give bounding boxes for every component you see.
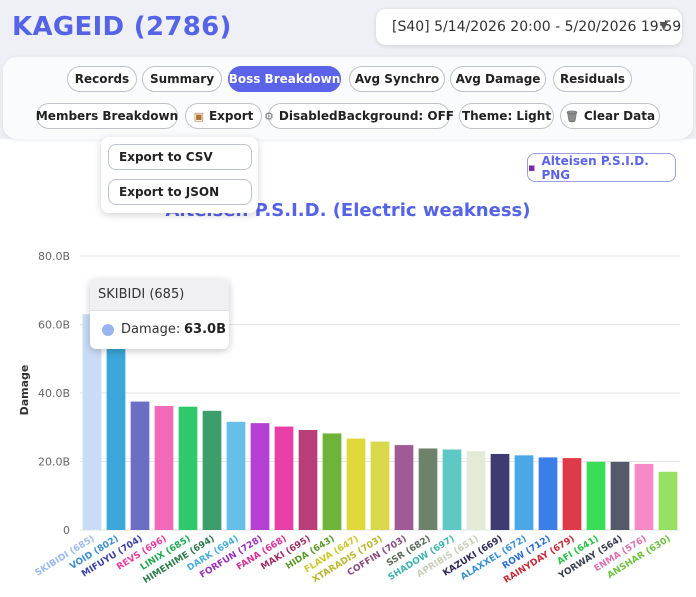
gear-icon: ⚙ [264,109,274,123]
bar [562,458,582,530]
disabled-background-label: DisabledBackground: OFF [278,109,454,123]
bar [130,401,150,530]
boss-breakdown-button[interactable]: Boss Breakdown [228,66,341,92]
y-tick-label: 80.0B [38,250,70,263]
avg-synchro-button[interactable]: Avg Synchro [349,66,445,92]
bar [610,461,630,530]
bar [442,449,462,530]
records-button[interactable]: Records [67,66,137,92]
bar [298,429,318,530]
y-tick-label: 20.0B [38,456,70,469]
y-tick-label: 40.0B [38,387,70,400]
tooltip-label: Damage: [121,322,181,337]
bar [82,314,102,530]
y-axis-label: Damage [18,365,31,416]
avg-damage-button[interactable]: Avg Damage [450,66,546,92]
export-json-item[interactable]: Export to JSON [108,179,252,205]
bar [154,406,174,530]
bar [634,463,654,530]
guild-title: KAGEID (2786) [12,12,232,42]
export-label: Export [208,109,254,123]
export-dropdown: Export to CSV Export to JSON [101,137,258,213]
chevron-down-icon: ▼ [659,19,668,32]
export-csv-item[interactable]: Export to CSV [108,144,252,170]
bar [490,453,510,530]
clear-data-label: Clear Data [583,109,656,123]
save-icon: ▪ [528,161,536,174]
tooltip-title: SKIBIDI (685) [90,279,229,311]
y-tick-label: 60.0B [38,319,70,332]
bar [466,451,486,530]
tooltip-swatch [102,324,114,336]
download-png-label: Alteisen P.S.I.D. PNG [541,153,649,182]
bar [394,445,414,530]
period-select-value: [S40] 5/14/2026 20:00 - 5/20/2026 19:59 [392,19,682,35]
box-icon: ▣ [193,109,204,123]
bar [250,423,270,530]
bar [418,448,438,530]
export-button[interactable]: ▣ Export [185,103,262,129]
bar [202,410,222,530]
summary-button[interactable]: Summary [142,66,222,92]
period-select[interactable]: [S40] 5/14/2026 20:00 - 5/20/2026 19:59 … [376,9,682,45]
disabled-background-toggle[interactable]: ⚙ DisabledBackground: OFF [264,103,454,129]
tooltip-value: 63.0B [184,322,226,337]
header-bar: KAGEID (2786) [S40] 5/14/2026 20:00 - 5/… [0,0,696,60]
bar [370,441,390,530]
bar [514,455,534,530]
chart-tooltip: SKIBIDI (685) Damage: 63.0B [90,279,229,349]
y-tick-label: 0 [63,524,70,537]
residuals-button[interactable]: Residuals [553,66,632,92]
bar [322,433,342,530]
members-breakdown-button[interactable]: Members Breakdown [36,103,178,129]
bar [538,457,558,530]
bar [178,406,198,530]
toolbar: Records Summary Boss Breakdown Avg Synch… [3,57,693,139]
bar [346,438,366,530]
bar [658,471,678,530]
bar [106,333,126,530]
bar [274,426,294,530]
bar [586,461,606,530]
download-png-button[interactable]: ▪ Alteisen P.S.I.D. PNG [527,153,676,182]
bar [226,421,246,530]
theme-button[interactable]: Theme: Light [459,103,554,129]
clear-data-button[interactable]: 🗑 Clear Data [560,103,660,129]
trash-icon: 🗑 [564,109,579,123]
